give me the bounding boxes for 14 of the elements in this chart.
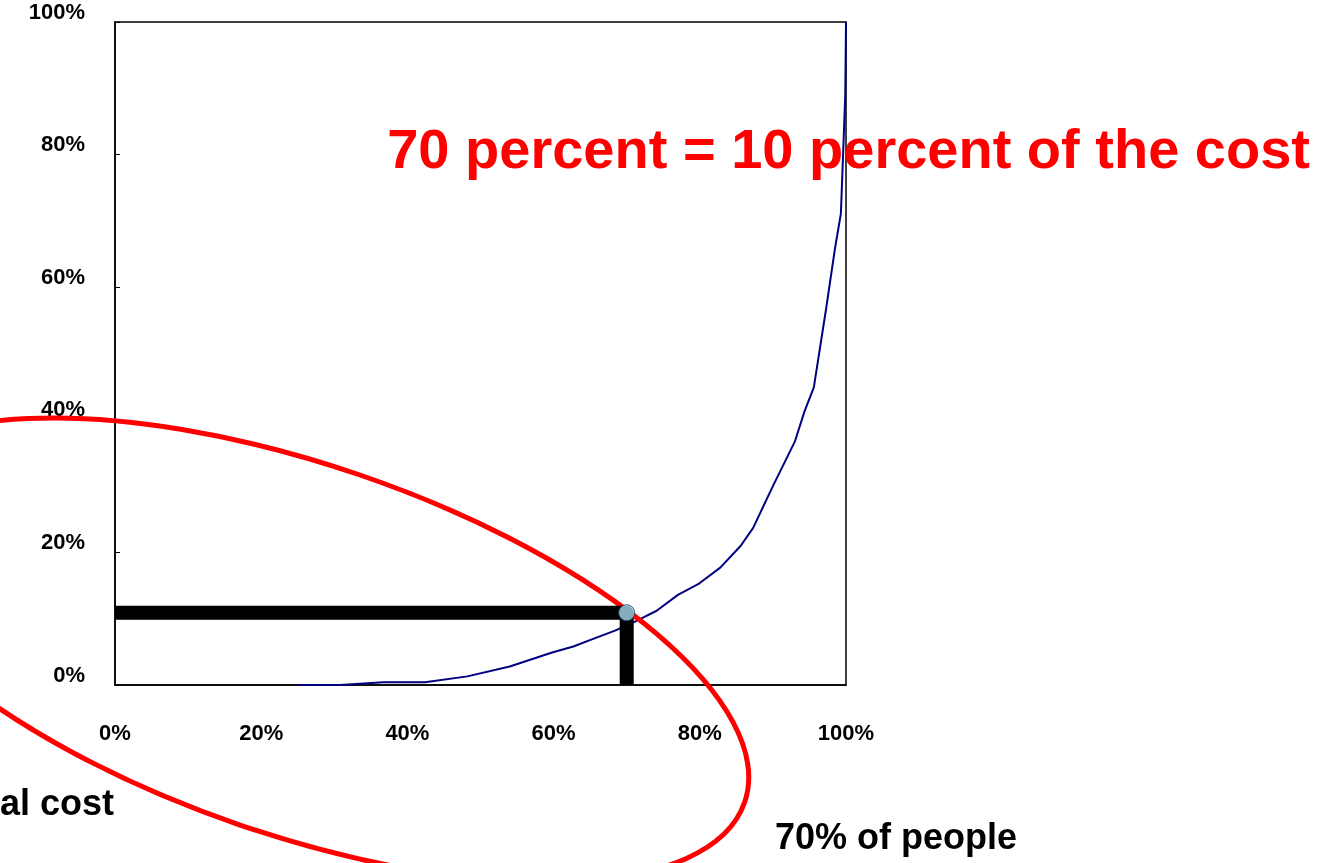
y-tick-label: 0% bbox=[53, 661, 85, 687]
text: al cost bbox=[0, 781, 115, 823]
y-tick-label: 60% bbox=[40, 263, 85, 289]
y-tick-label: 100% bbox=[28, 0, 85, 24]
x-tick-label: 60% bbox=[531, 719, 576, 745]
x-tick-label: 20% bbox=[239, 719, 284, 745]
y-tick-label: 20% bbox=[40, 528, 85, 554]
text: 70% of people bbox=[775, 815, 1018, 857]
x-tick-label: 40% bbox=[385, 719, 430, 745]
x-tick-label: 0% bbox=[99, 719, 131, 745]
y-tick-label: 80% bbox=[40, 131, 85, 157]
x-tick-label: 80% bbox=[677, 719, 722, 745]
y-tick-label: 40% bbox=[40, 396, 85, 422]
x-tick-label: 100% bbox=[817, 719, 875, 745]
